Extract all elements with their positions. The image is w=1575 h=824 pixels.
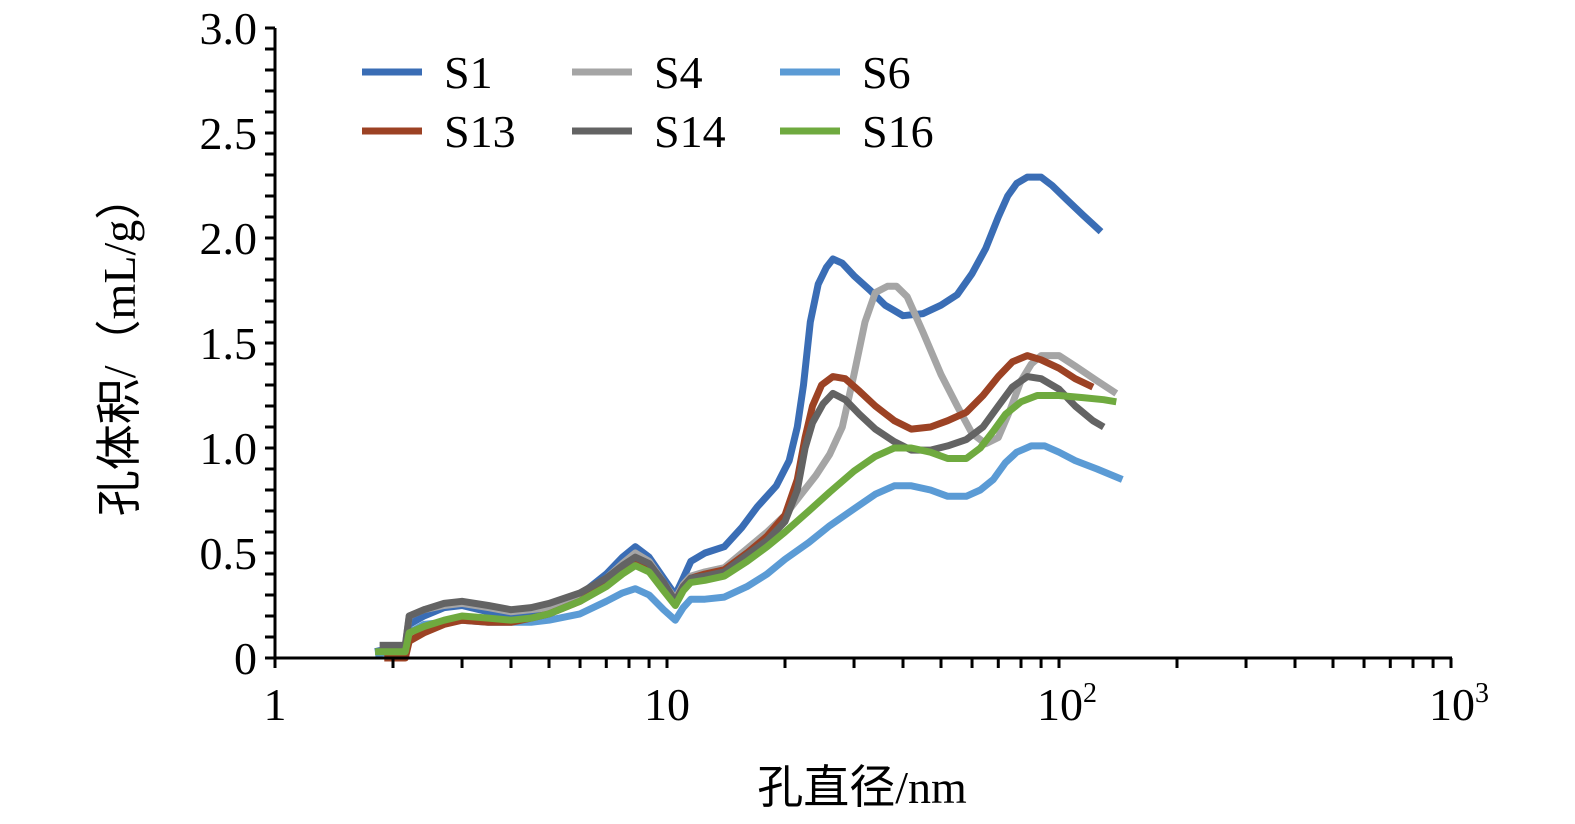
- legend: S1 S4 S6 S13 S14 S16: [362, 47, 934, 157]
- series-layer: [374, 173, 1124, 662]
- legend-item: S14: [572, 106, 726, 157]
- legend-label: S4: [654, 47, 703, 98]
- y-tick-label: 2.5: [200, 108, 258, 159]
- series-line-s1: [374, 173, 1104, 656]
- legend-label: S1: [444, 47, 493, 98]
- x-axis-title: 孔直径/nm: [757, 762, 967, 813]
- y-tick-label: 0.5: [200, 528, 258, 579]
- series-line-s16: [375, 392, 1117, 656]
- y-tick-label: 0: [234, 633, 257, 684]
- y-tick-label: 3.0: [200, 3, 258, 54]
- y-tick-label: 1.0: [200, 423, 258, 474]
- y-axis-ticks: 0 0.5 1.0 1.5 2.0 2.5 3.0: [200, 3, 275, 684]
- legend-item: S13: [362, 106, 516, 157]
- legend-item: S6: [780, 47, 911, 98]
- axes: 00.51.01.52.02.53.0 1 10 102 103: [200, 3, 1490, 730]
- x-tick-exponent: 3: [1475, 678, 1489, 709]
- legend-item: S1: [362, 47, 493, 98]
- x-tick-base: 10: [1037, 679, 1083, 730]
- x-tick-base: 10: [1429, 679, 1475, 730]
- legend-label: S14: [654, 106, 726, 157]
- x-tick-label: 1: [264, 679, 287, 730]
- y-axis-title: 孔体积/（mL/g）: [94, 174, 145, 516]
- x-tick-exponent: 2: [1083, 678, 1097, 709]
- series-line-s14: [379, 373, 1106, 649]
- legend-label: S16: [862, 106, 934, 157]
- x-tick-label: 102: [1037, 678, 1097, 730]
- x-axis-ticks: 1 10 102 103: [264, 658, 1489, 730]
- y-tick-label: 1.5: [200, 318, 258, 369]
- legend-label: S6: [862, 47, 911, 98]
- legend-item: S16: [780, 106, 934, 157]
- legend-label: S13: [444, 106, 516, 157]
- x-tick-label: 10: [644, 679, 690, 730]
- legend-item: S4: [572, 47, 703, 98]
- x-tick-base: 10: [644, 679, 690, 730]
- x-tick-label: 103: [1429, 678, 1489, 730]
- x-tick-base: 1: [264, 679, 287, 730]
- y-tick-label: 2.0: [200, 213, 258, 264]
